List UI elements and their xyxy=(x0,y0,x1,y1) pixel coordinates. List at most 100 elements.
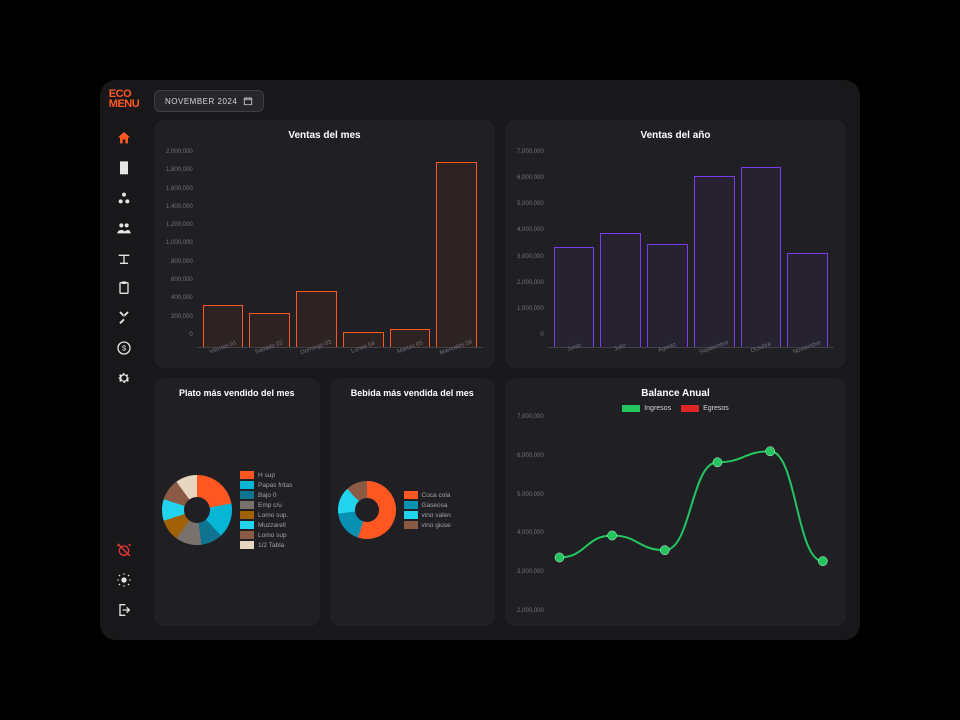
legend: H sup Papas fritas Bajo 0 Emp c/u Lomo sup. M… xyxy=(240,471,292,549)
legend-label: Ingresos xyxy=(644,405,671,412)
nav-settings[interactable] xyxy=(108,364,140,392)
nav-orders[interactable] xyxy=(108,154,140,182)
utensils-icon xyxy=(116,310,132,326)
line-legend: Ingresos Egresos xyxy=(517,405,834,412)
x-axis: JunioJulioAgostoSeptiembreOctubreNoviemb… xyxy=(548,348,834,358)
bar xyxy=(436,162,477,347)
swatch xyxy=(404,521,418,529)
y-axis: 7,000,0006,000,0005,000,0004,000,0003,00… xyxy=(517,147,544,358)
clipboard-icon xyxy=(116,280,132,296)
nav-main: $ xyxy=(108,124,140,536)
swatch xyxy=(404,501,418,509)
legend-item: Coca cola xyxy=(404,491,451,499)
swatch xyxy=(240,501,254,509)
nav-logout[interactable] xyxy=(108,596,140,624)
bar xyxy=(787,253,828,347)
legend-label: Papas fritas xyxy=(258,482,292,489)
legend-item: H sup xyxy=(240,471,292,479)
legend-label: Emp c/u xyxy=(258,502,282,509)
sidebar: ECO MENU xyxy=(100,80,148,640)
alarm-off-icon xyxy=(116,542,132,558)
legend-item: Bajo 0 xyxy=(240,491,292,499)
legend-item: vino giuse xyxy=(404,521,451,529)
bar xyxy=(741,167,782,347)
nav-theme[interactable] xyxy=(108,566,140,594)
nav-alarm[interactable] xyxy=(108,536,140,564)
nav-reports[interactable] xyxy=(108,274,140,302)
nav-tables[interactable] xyxy=(108,244,140,272)
nav-categories[interactable] xyxy=(108,184,140,212)
bar xyxy=(647,244,688,347)
card-ventas-mes: Ventas del mes 2,000,0001,800,0001,600,0… xyxy=(154,120,495,368)
legend-item: Lomo sup xyxy=(240,531,292,539)
nav-bottom xyxy=(108,536,140,630)
swatch xyxy=(240,491,254,499)
main-content: NOVEMBER 2024 Ventas del mes 2,000,0001,… xyxy=(148,80,860,640)
people-icon xyxy=(116,220,132,236)
swatch xyxy=(240,531,254,539)
legend-item: Muzzarell xyxy=(240,521,292,529)
nav-kitchen[interactable] xyxy=(108,304,140,332)
legend-label: Muzzarell xyxy=(258,522,286,529)
legend-item: Egresos xyxy=(681,405,729,412)
card-ventas-ano: Ventas del año 7,000,0006,000,0005,000,0… xyxy=(505,120,846,368)
legend-label: 1/2 Tabla xyxy=(258,542,284,549)
bar-chart-mes: 2,000,0001,800,0001,600,0001,400,0001,20… xyxy=(166,147,483,358)
plot-area: JunioJulioAgostoSeptiembreOctubreNoviemb… xyxy=(548,414,834,626)
brightness-icon xyxy=(116,572,132,588)
table-icon xyxy=(116,250,132,266)
legend-label: Egresos xyxy=(703,405,729,412)
brand-line2: MENU xyxy=(109,100,139,110)
nav-home[interactable] xyxy=(108,124,140,152)
x-axis: Viernes 01Sábado 02Domingo 03Lunes 04Mar… xyxy=(197,348,483,358)
legend-item: Papas fritas xyxy=(240,481,292,489)
card-title: Bebida más vendida del mes xyxy=(338,388,488,398)
date-picker[interactable]: NOVEMBER 2024 xyxy=(154,90,264,112)
card-title: Ventas del año xyxy=(517,130,834,141)
donut-chart xyxy=(162,475,232,545)
dashboard-grid: Ventas del mes 2,000,0001,800,0001,600,0… xyxy=(154,120,846,626)
topbar: NOVEMBER 2024 xyxy=(154,90,846,112)
bar xyxy=(694,176,735,347)
legend-label: vino giuse xyxy=(422,522,451,529)
bar xyxy=(600,233,641,347)
legend-item: Gaseosa xyxy=(404,501,451,509)
swatch xyxy=(404,511,418,519)
legend-label: Coca cola xyxy=(422,492,451,499)
swatch xyxy=(240,541,254,549)
svg-text:$: $ xyxy=(122,343,126,352)
legend-label: Lomo sup xyxy=(258,532,287,539)
bars xyxy=(548,147,834,348)
donut-bebida-wrap: Coca cola Gaseosa vino valen vino giuse xyxy=(338,404,488,616)
card-title: Plato más vendido del mes xyxy=(162,388,312,398)
card-title: Ventas del mes xyxy=(166,130,483,141)
nav-money[interactable]: $ xyxy=(108,334,140,362)
receipt-icon xyxy=(116,160,132,176)
shapes-icon xyxy=(116,190,132,206)
card-title: Balance Anual xyxy=(517,388,834,399)
legend-label: vino valen xyxy=(422,512,451,519)
y-axis: 7,000,0006,000,0005,000,0004,000,0003,00… xyxy=(517,414,544,626)
home-icon xyxy=(116,130,132,146)
swatch xyxy=(681,405,699,412)
donut-row: Plato más vendido del mes H sup Papas fri… xyxy=(154,378,495,626)
swatch xyxy=(404,491,418,499)
dollar-icon: $ xyxy=(116,340,132,356)
app-shell: ECO MENU xyxy=(100,80,860,640)
legend-item: Emp c/u xyxy=(240,501,292,509)
legend-item: Lomo sup. xyxy=(240,511,292,519)
card-bebida: Bebida más vendida del mes Coca cola Gase… xyxy=(330,378,496,626)
nav-users[interactable] xyxy=(108,214,140,242)
swatch xyxy=(240,511,254,519)
gear-icon xyxy=(116,370,132,386)
bar xyxy=(554,247,595,347)
swatch xyxy=(622,405,640,412)
legend-label: Gaseosa xyxy=(422,502,448,509)
legend-label: Bajo 0 xyxy=(258,492,276,499)
logout-icon xyxy=(116,602,132,618)
y-axis: 2,000,0001,800,0001,600,0001,400,0001,20… xyxy=(166,147,193,358)
legend-item: vino valen xyxy=(404,511,451,519)
card-plato: Plato más vendido del mes H sup Papas fri… xyxy=(154,378,320,626)
donut-chart xyxy=(338,481,396,539)
swatch xyxy=(240,521,254,529)
